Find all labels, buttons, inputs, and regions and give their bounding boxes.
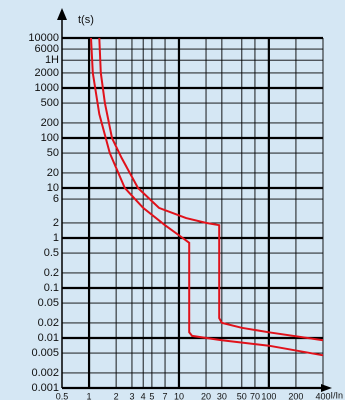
y-tick-label: 50: [47, 147, 59, 159]
y-tick-label: 0.2: [44, 267, 59, 279]
y-tick-label: 0.005: [31, 347, 59, 359]
x-tick-label: 1: [87, 391, 92, 400]
y-tick-label: 2000: [35, 67, 59, 79]
y-tick-label: 6: [53, 193, 59, 205]
y-tick-label: 500: [41, 97, 59, 109]
y-tick-label: 0.1: [44, 282, 59, 294]
x-tick-label: 50: [237, 391, 247, 400]
curve: [98, 37, 324, 342]
x-tick-label: 7: [163, 391, 168, 400]
x-tick-label: 10: [174, 391, 184, 400]
y-axis-title: t(s): [78, 14, 94, 26]
x-tick-label: 0.5: [56, 391, 69, 400]
x-tick-label: 5: [149, 391, 154, 400]
x-tick-label: 200: [288, 391, 303, 400]
x-tick-label: 30: [217, 391, 227, 400]
y-tick-label: 200: [41, 117, 59, 129]
x-tick-label: 100: [261, 391, 276, 400]
x-tick-label: 2: [114, 391, 119, 400]
y-tick-label: 2: [53, 217, 59, 229]
y-tick-label: 6000: [35, 43, 59, 55]
y-tick-label: 0.002: [31, 367, 59, 379]
x-tick-label: 400: [315, 391, 330, 400]
y-tick-label: 1H: [45, 54, 59, 66]
y-tick-label: 1000: [35, 82, 59, 94]
y-tick-label: 20: [47, 167, 59, 179]
x-tick-label: 3: [129, 391, 134, 400]
y-tick-label: 10: [47, 182, 59, 194]
x-tick-label: 20: [201, 391, 211, 400]
y-tick-label: 100: [41, 132, 59, 144]
curve: [90, 37, 324, 357]
y-tick-label: 0.02: [38, 317, 59, 329]
y-tick-label: 0.01: [38, 332, 59, 344]
y-axis-arrow: [57, 8, 67, 20]
y-tick-label: 10000: [28, 32, 59, 44]
y-tick-label: 0.001: [31, 382, 59, 394]
x-tick-label: 70: [250, 391, 260, 400]
x-tick-label: 4: [141, 391, 146, 400]
y-tick-label: 1: [53, 232, 59, 244]
x-axis-arrow: [321, 384, 332, 392]
y-tick-label: 0.5: [44, 247, 59, 259]
y-tick-label: 0.05: [38, 297, 59, 309]
x-axis-title: I/In: [330, 390, 343, 400]
